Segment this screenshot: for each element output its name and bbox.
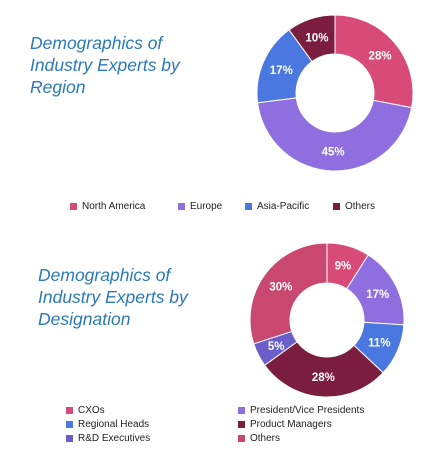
legend-item: North America [70,201,145,212]
data-label: 28% [312,372,335,384]
title-line: Region [30,77,86,97]
title-line: Demographics of [38,265,171,285]
legend-label: Regional Heads [78,419,150,430]
donut-slice-others [249,242,328,345]
legend-label: R&D Executives [78,433,151,444]
legend-swatch [333,203,340,210]
donut-slice-others [288,14,336,63]
legend-item: R&D Executives [66,433,150,444]
legend-item: Regional Heads [66,419,149,430]
data-label: 30% [269,281,292,293]
donut-slice-product-managers [264,341,384,398]
legend-item: Asia-Pacific [245,201,309,212]
data-label: 11% [368,338,390,350]
data-label: 45% [322,146,345,158]
legend-item: Others [333,201,375,212]
legend-swatch [238,421,245,428]
legend-item: CXOs [66,405,105,416]
legend-item: President/Vice Presidents [238,405,364,416]
legend-item: Europe [178,201,222,212]
legend-label: Others [250,433,281,444]
legend-item: Product Managers [238,419,332,430]
legend-label: Others [345,201,376,212]
legend-swatch [70,203,77,210]
data-label: 17% [270,65,293,77]
chart-title-region: Demographics of Industry Experts by Regi… [30,32,180,98]
legend-label: Product Managers [250,419,332,430]
legend-label: North America [82,201,146,212]
legend-label: CXOs [78,405,105,416]
donut-slice-europe [257,97,413,172]
data-label: 28% [369,51,392,63]
legend-label: President/Vice Presidents [250,405,365,416]
title-line: Industry Experts by [30,55,180,75]
title-line: Demographics of [30,33,163,53]
data-label: 9% [335,260,352,272]
legend-swatch [178,203,185,210]
legend-swatch [66,407,73,414]
legend-item: Others [238,433,280,444]
legend-swatch [245,203,252,210]
legend-swatch [238,407,245,414]
donut-slice-north-america [334,14,414,109]
legend-swatch [66,435,73,442]
legend-label: Europe [190,201,223,212]
legend-label: Asia-Pacific [257,201,310,212]
legend-swatch [66,421,73,428]
data-label: 5% [268,341,285,353]
legend-swatch [238,435,245,442]
data-label: 17% [366,289,389,301]
title-line: Designation [38,309,131,329]
data-label: 10% [305,32,328,44]
chart-title-designation: Demographics of Industry Experts by Desi… [38,264,188,330]
title-line: Industry Experts by [38,287,188,307]
